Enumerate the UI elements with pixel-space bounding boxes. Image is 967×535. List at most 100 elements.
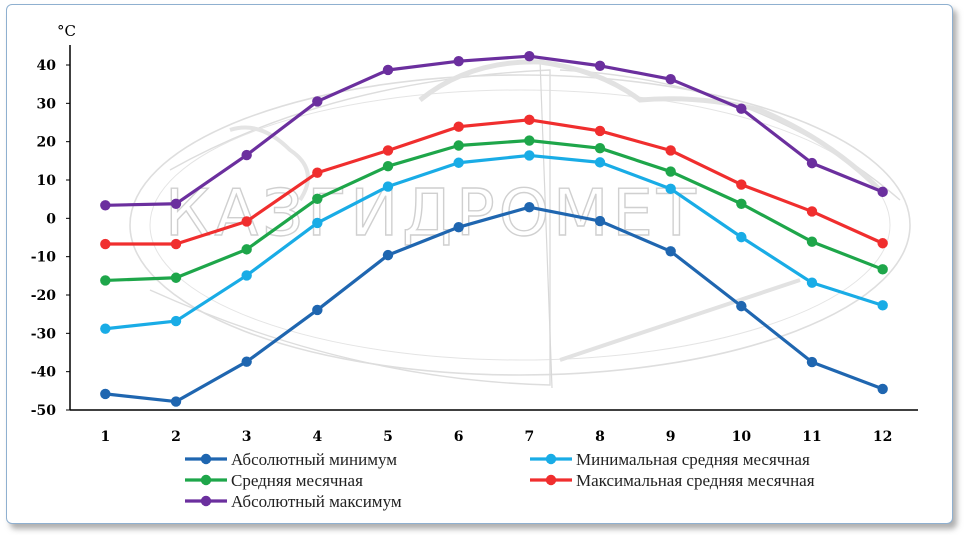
x-tick-label: 10 (732, 429, 752, 445)
data-point (170, 238, 182, 250)
data-point (170, 198, 182, 209)
data-point (241, 149, 252, 161)
data-point (312, 304, 323, 316)
data-point (594, 215, 606, 227)
data-point (736, 103, 747, 114)
series-line (105, 138, 884, 283)
data-point (524, 202, 535, 213)
data-point (594, 142, 606, 154)
legend: Абсолютный минимум Минимальная средняя ме… (185, 450, 815, 511)
x-tick-label: 9 (666, 429, 676, 445)
legend-label: Абсолютный минимум (231, 450, 397, 469)
data-point (665, 73, 676, 85)
x-tick-label: 6 (454, 429, 464, 445)
data-point (100, 238, 111, 250)
y-tick-label: -20 (31, 288, 57, 304)
data-point (453, 157, 464, 168)
data-point (877, 186, 888, 198)
data-point (594, 157, 606, 168)
data-point (382, 145, 394, 156)
x-tick-labels: 1 2 3 4 5 6 7 8 9 10 11 12 (100, 429, 892, 445)
data-point (736, 179, 747, 190)
data-point (170, 315, 182, 327)
x-tick-label: 8 (595, 429, 605, 445)
data-point (736, 231, 747, 243)
data-point (594, 125, 606, 137)
data-point (453, 140, 464, 151)
x-tick-label: 1 (100, 429, 110, 445)
data-point (241, 356, 252, 367)
data-point (877, 300, 888, 311)
y-tick-label: 10 (37, 173, 57, 189)
data-point (665, 145, 676, 156)
data-point (382, 161, 394, 172)
series-line (105, 54, 884, 207)
x-tick-label: 2 (171, 429, 181, 445)
legend-item: Абсолютный минимум (185, 450, 397, 469)
legend-swatch-marker (200, 474, 212, 486)
series-5 (100, 50, 888, 211)
y-axis-unit-label: °C (57, 22, 76, 40)
data-point (312, 217, 323, 229)
x-tick-label: 12 (873, 429, 892, 445)
data-point (736, 300, 747, 312)
y-tick-label: 30 (37, 96, 57, 112)
y-tick-label: 20 (37, 135, 57, 151)
data-point (736, 198, 747, 209)
legend-item: Минимальная средняя месячная (530, 450, 810, 469)
data-point (524, 114, 535, 126)
series-layer (100, 50, 888, 407)
x-tick-label: 11 (802, 429, 821, 445)
legend-label: Максимальная средняя месячная (576, 471, 815, 490)
data-point (877, 264, 888, 275)
series-line (105, 205, 884, 404)
data-point (453, 221, 464, 233)
y-tick-label: 0 (46, 211, 56, 227)
data-point (170, 396, 182, 407)
series-line (105, 118, 884, 246)
data-point (312, 193, 323, 204)
data-point (665, 246, 676, 257)
legend-item: Средняя месячная (185, 471, 363, 490)
y-tick-label: -40 (31, 365, 57, 381)
data-point (170, 272, 182, 283)
data-point (382, 249, 394, 261)
y-tick-label: -30 (31, 326, 57, 342)
data-point (100, 323, 111, 334)
series-3 (100, 135, 888, 286)
legend-label: Минимальная средняя месячная (576, 450, 810, 469)
data-point (100, 200, 111, 211)
data-point (453, 55, 464, 67)
data-point (241, 270, 252, 281)
series-2 (100, 150, 888, 334)
data-point (806, 157, 818, 169)
data-point (453, 121, 464, 132)
legend-label: Средняя месячная (231, 471, 363, 490)
data-point (594, 60, 606, 71)
data-point (382, 181, 394, 192)
legend-item: Максимальная средняя месячная (530, 471, 815, 490)
series-4 (100, 114, 888, 250)
data-point (100, 388, 111, 400)
legend-swatch-marker (545, 453, 557, 465)
data-point (877, 383, 888, 395)
data-point (312, 96, 323, 107)
x-tick-label: 3 (242, 429, 252, 445)
data-point (877, 238, 888, 249)
data-point (665, 166, 676, 177)
data-point (241, 244, 252, 255)
series-1 (100, 202, 888, 407)
data-point (382, 64, 394, 76)
legend-swatch-marker (545, 474, 557, 486)
data-point (806, 356, 818, 368)
x-tick-label: 4 (312, 429, 322, 445)
y-tick-label: -10 (31, 250, 57, 266)
legend-label: Абсолютный максимум (231, 492, 402, 511)
data-point (524, 150, 535, 161)
data-point (241, 216, 252, 227)
x-tick-label: 7 (524, 429, 534, 445)
legend-swatch-marker (200, 495, 212, 507)
data-point (665, 183, 676, 195)
data-point (524, 50, 535, 62)
data-point (806, 277, 818, 288)
